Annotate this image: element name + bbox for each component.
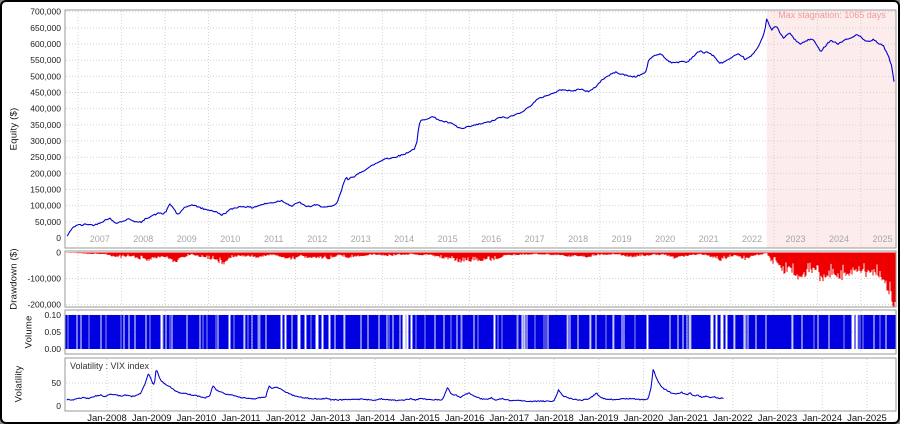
year-label: 2011 [264, 234, 283, 244]
year-label: 2019 [612, 234, 632, 244]
vix-line [66, 369, 724, 403]
volume-tick-label: 0.10 [44, 310, 61, 320]
equity-tick-label: 100,000 [30, 201, 61, 211]
year-label: 2013 [351, 234, 371, 244]
year-label: 2025 [873, 234, 893, 244]
equity-tick-label: 350,000 [30, 120, 61, 130]
x-axis-label: Jan-2020 [624, 413, 664, 424]
x-axis-label: Jan-2023 [758, 413, 798, 424]
equity-tick-label: 400,000 [30, 104, 61, 114]
volume-bars-light [67, 315, 881, 349]
max-stagnation-label: Max stagnation: 1065 days [778, 10, 886, 20]
x-axis-label: Jan-2024 [802, 413, 842, 424]
volatility-tick-label: 0 [56, 401, 61, 411]
x-axis-label: Jan-2008 [87, 413, 127, 424]
year-label: 2009 [177, 234, 197, 244]
equity-tick-label: 650,000 [30, 23, 61, 33]
year-label: 2020 [655, 234, 675, 244]
volume-tick-label: 0.05 [44, 327, 61, 337]
equity-tick-label: 600,000 [30, 39, 61, 49]
equity-tick-label: 250,000 [30, 152, 61, 162]
year-label: 2012 [307, 234, 327, 244]
year-label: 2008 [133, 234, 153, 244]
year-label: 2024 [829, 234, 849, 244]
equity-line [66, 18, 895, 237]
drawdown-tick-label: -100,000 [27, 274, 61, 284]
x-axis-label: Jan-2015 [400, 413, 440, 424]
year-label: 2018 [568, 234, 588, 244]
x-axis-label: Jan-2017 [490, 413, 530, 424]
year-label: 2007 [90, 234, 110, 244]
volatility-panel-border [64, 357, 897, 412]
year-label: 2014 [394, 234, 414, 244]
year-label: 2015 [438, 234, 458, 244]
equity-tick-label: 500,000 [30, 71, 61, 81]
x-axis-label: Jan-2018 [534, 413, 574, 424]
equity-tick-label: 150,000 [30, 185, 61, 195]
equity-tick-label: 50,000 [35, 217, 61, 227]
x-axis-label: Jan-2012 [266, 413, 306, 424]
volatility-axis-title: Volatility [13, 365, 25, 403]
volume-panel-border [64, 309, 897, 355]
equity-axis-title: Equity ($) [8, 107, 20, 151]
x-axis-label: Jan-2009 [132, 413, 172, 424]
equity-tick-label: 200,000 [30, 168, 61, 178]
x-axis-label: Jan-2022 [713, 413, 753, 424]
x-axis-label: Jan-2013 [311, 413, 351, 424]
stagnation-region [766, 10, 896, 248]
x-axis-label: Jan-2021 [668, 413, 708, 424]
vix-series-label: Volatility : VIX index [70, 361, 150, 371]
x-axis-label: Jan-2011 [222, 413, 261, 424]
year-label: 2022 [742, 234, 762, 244]
year-label: 2016 [481, 234, 501, 244]
equity-panel-border [64, 9, 897, 249]
drawdown-area [65, 252, 896, 307]
x-axis-label: Jan-2025 [847, 413, 887, 424]
drawdown-panel-border [64, 250, 897, 308]
x-axis-label: Jan-2010 [177, 413, 217, 424]
drawdown-tick-label: -200,000 [27, 300, 61, 310]
year-label: 2021 [699, 234, 719, 244]
x-axis-label: Jan-2016 [445, 413, 485, 424]
year-label: 2010 [220, 234, 240, 244]
x-axis-label: Jan-2014 [355, 413, 395, 424]
equity-tick-label: 550,000 [30, 55, 61, 65]
volume-bars [65, 315, 896, 349]
volume-tick-label: 0.00 [44, 344, 61, 354]
year-label: 2017 [525, 234, 545, 244]
drawdown-tick-label: 0 [56, 248, 61, 258]
volume-axis-title: Volume [23, 315, 35, 349]
volatility-tick-label: 50 [52, 378, 62, 388]
equity-tick-label: 700,000 [30, 7, 61, 17]
x-axis-label: Jan-2019 [579, 413, 619, 424]
drawdown-axis-title: Drawdown ($) [8, 248, 20, 310]
equity-tick-label: 300,000 [30, 136, 61, 146]
year-label: 2023 [786, 234, 806, 244]
equity-tick-label: 0 [56, 233, 61, 243]
equity-tick-label: 450,000 [30, 88, 61, 98]
